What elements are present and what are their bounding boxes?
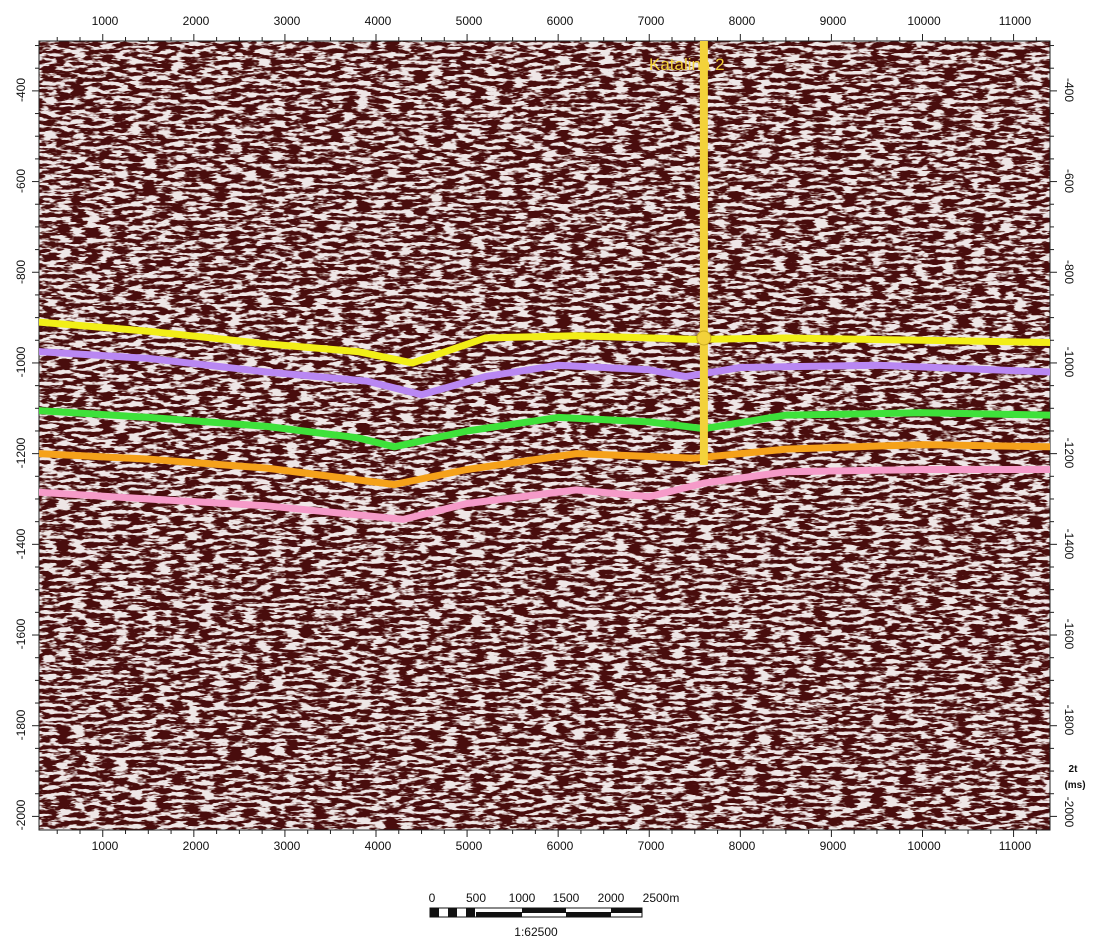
x-tick-label: 4000 <box>365 14 392 28</box>
x-tick-label: 9000 <box>820 839 847 853</box>
x-tick-label: 11000 <box>999 839 1032 853</box>
x-tick-label: 2000 <box>183 14 210 28</box>
x-tick-label: 10000 <box>907 14 941 28</box>
scale-ratio: 1:62500 <box>514 925 558 939</box>
y-axis-right: -400 -600 -800 -1000 -1200 -1400 -1600 -… <box>1062 78 1086 828</box>
axis-ticks <box>32 34 1057 837</box>
x-tick-label: 1000 <box>92 14 119 28</box>
y-tick-label: -600 <box>1062 169 1076 193</box>
y-tick-label: -400 <box>14 78 28 102</box>
x-tick-label: 10000 <box>907 839 941 853</box>
well-label: Katalina 2 <box>649 55 725 74</box>
horizon-line-2 <box>39 348 1050 399</box>
y-tick-label: -1000 <box>14 346 28 377</box>
y-tick-label: -1200 <box>1062 438 1076 469</box>
x-tick-label: 5000 <box>456 14 483 28</box>
x-tick-label: 1000 <box>92 839 119 853</box>
horizons <box>39 318 1050 523</box>
x-tick-label: 3000 <box>274 839 301 853</box>
y-tick-label: -400 <box>1062 78 1076 102</box>
scale-label: 2000 <box>598 891 625 905</box>
x-tick-label: 6000 <box>547 839 574 853</box>
scale-bar: 0 500 1000 1500 2000 2500m 1:62500 <box>429 891 680 939</box>
y-tick-label: -1600 <box>1062 619 1076 650</box>
horizon-line-3 <box>39 407 1050 451</box>
scale-label: 2500m <box>643 891 680 905</box>
x-tick-label: 8000 <box>729 14 756 28</box>
well-pick-marker <box>696 330 712 346</box>
y-axis-left: -400 -600 -800 -1000 -1200 -1400 -1600 -… <box>14 78 28 831</box>
x-tick-label: 3000 <box>274 14 301 28</box>
y-tick-label: -1600 <box>14 618 28 649</box>
x-axis-top: 1000 2000 3000 4000 5000 6000 7000 8000 … <box>92 14 1032 28</box>
x-tick-label: 7000 <box>638 839 665 853</box>
seismic-texture <box>39 41 1050 830</box>
horizon-line-4 <box>39 441 1050 488</box>
x-tick-label: 4000 <box>365 839 392 853</box>
x-tick-label: 11000 <box>999 14 1032 28</box>
y-tick-label: -800 <box>1062 260 1076 284</box>
y-tick-label: -1400 <box>14 528 28 559</box>
x-tick-label: 2000 <box>183 839 210 853</box>
axis-unit-label: 2t <box>1069 764 1079 775</box>
y-tick-label: -1800 <box>14 709 28 740</box>
x-tick-label: 6000 <box>547 14 574 28</box>
y-tick-label: -1200 <box>14 437 28 468</box>
y-tick-label: -1400 <box>1062 529 1076 560</box>
scale-label: 0 <box>429 891 436 905</box>
x-tick-label: 5000 <box>456 839 483 853</box>
scale-label: 500 <box>466 891 486 905</box>
scale-label: 1500 <box>553 891 580 905</box>
y-tick-label: -1000 <box>1062 347 1076 378</box>
well-track <box>696 41 712 465</box>
plot-frame <box>38 40 1051 831</box>
axis-unit-label: (ms) <box>1064 780 1085 791</box>
horizon-line-5 <box>39 466 1050 523</box>
y-tick-label: -800 <box>14 260 28 284</box>
x-tick-label: 7000 <box>638 14 665 28</box>
y-tick-label: -600 <box>14 169 28 193</box>
x-tick-label: 8000 <box>729 839 756 853</box>
x-tick-label: 9000 <box>820 14 847 28</box>
scale-label: 1000 <box>509 891 536 905</box>
y-tick-label: -2000 <box>14 799 28 830</box>
y-tick-label: -1800 <box>1062 705 1076 736</box>
x-axis-bottom: 1000 2000 3000 4000 5000 6000 7000 8000 … <box>92 839 1032 853</box>
horizon-line-1 <box>39 318 1050 367</box>
y-tick-label: -2000 <box>1062 797 1076 828</box>
